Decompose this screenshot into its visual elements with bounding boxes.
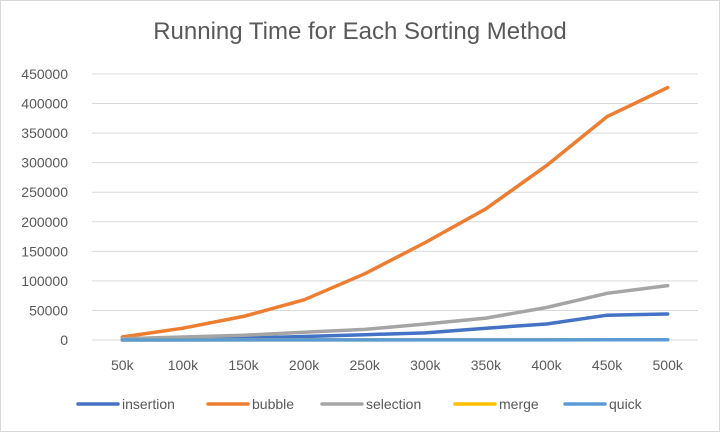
legend-item-insertion: insertion	[76, 396, 175, 412]
legend-item-selection: selection	[320, 396, 421, 412]
chart-title: Running Time for Each Sorting Method	[153, 18, 567, 45]
gridlines	[92, 73, 698, 341]
x-tick-label: 450k	[592, 357, 623, 373]
y-tick-label: 0	[60, 332, 68, 348]
y-axis-tick-labels: 0 50000 100000 150000 200000 250000 300000 3500…	[21, 66, 68, 348]
legend-label: quick	[609, 396, 643, 412]
x-axis-tick-labels: 50k 100k 150k 200k 250k 300k 350k 400k 450k 500k	[111, 357, 684, 373]
y-tick-label: 450000	[21, 66, 68, 82]
series-line-selection	[120, 283, 670, 341]
legend-label: insertion	[122, 396, 175, 412]
x-tick-label: 50k	[111, 357, 135, 373]
x-tick-label: 500k	[653, 357, 684, 373]
legend-label: bubble	[252, 396, 294, 412]
series-line-bubble	[120, 85, 670, 339]
y-tick-label: 200000	[21, 214, 68, 230]
legend: insertion bubble selection merge quick	[76, 396, 643, 412]
x-tick-label: 300k	[410, 357, 441, 373]
y-tick-label: 50000	[29, 302, 68, 318]
x-tick-label: 350k	[471, 357, 502, 373]
legend-item-quick: quick	[563, 396, 643, 412]
x-tick-label: 200k	[289, 357, 320, 373]
y-tick-label: 350000	[21, 125, 68, 141]
y-tick-label: 100000	[21, 273, 68, 289]
x-tick-label: 400k	[531, 357, 562, 373]
legend-label: merge	[499, 396, 539, 412]
y-tick-label: 400000	[21, 96, 68, 112]
y-tick-label: 150000	[21, 243, 68, 259]
x-tick-label: 150k	[228, 357, 259, 373]
x-tick-label: 100k	[168, 357, 199, 373]
legend-label: selection	[366, 396, 421, 412]
legend-item-merge: merge	[453, 396, 539, 412]
series-lines	[120, 85, 670, 342]
x-tick-label: 250k	[350, 357, 381, 373]
y-tick-label: 300000	[21, 155, 68, 171]
y-tick-label: 250000	[21, 184, 68, 200]
legend-item-bubble: bubble	[206, 396, 294, 412]
